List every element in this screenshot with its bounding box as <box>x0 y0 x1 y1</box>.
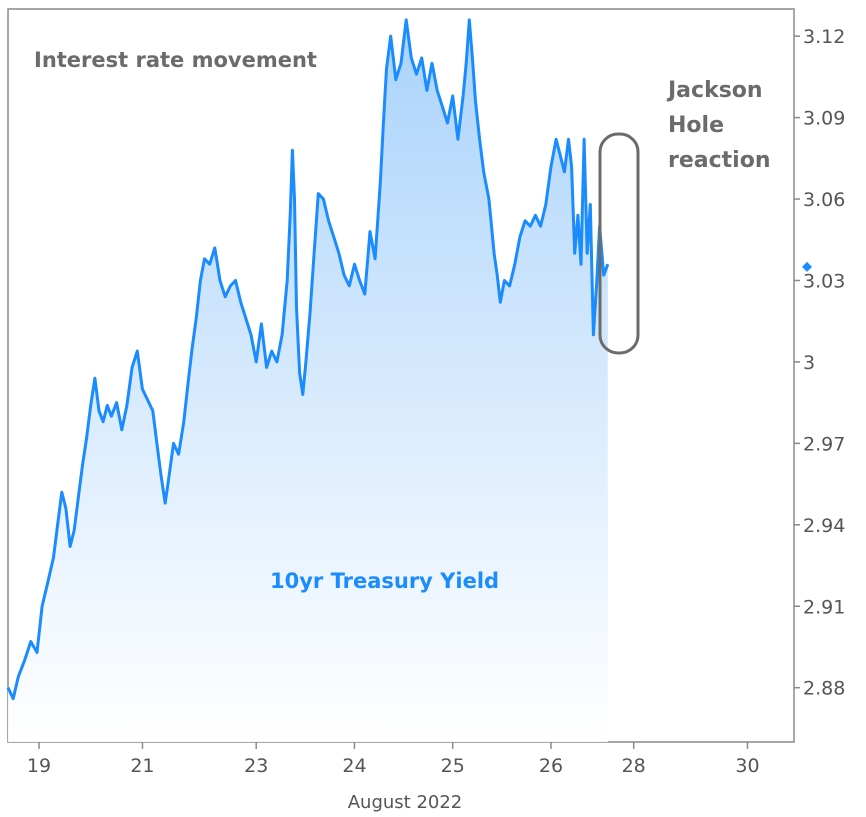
x-tick-label: 24 <box>342 755 366 777</box>
annotation-line-1: Jackson <box>666 78 763 103</box>
x-tick-label: 28 <box>622 755 646 777</box>
chart-title: Interest rate movement <box>34 48 317 72</box>
annotation-line-3: reaction <box>668 148 771 173</box>
y-tick-label: 3.12 <box>803 26 845 48</box>
y-tick-label: 2.97 <box>803 433 845 455</box>
y-tick-label: 3 <box>803 352 815 374</box>
annotation-line-2: Hole <box>668 113 724 138</box>
series-area-fill <box>8 19 608 742</box>
line-layer <box>6 18 610 701</box>
y-tick-label: 2.94 <box>803 515 845 537</box>
x-tick-label: 26 <box>539 755 563 777</box>
annotation-highlight-box <box>598 132 640 355</box>
x-tick-label: 25 <box>441 755 465 777</box>
last-value-marker <box>802 261 812 272</box>
x-tick-label: 19 <box>27 755 51 777</box>
x-tick-label: 23 <box>244 755 268 777</box>
y-tick-label: 2.91 <box>803 596 845 618</box>
series-label: 10yr Treasury Yield <box>270 569 499 593</box>
x-tick-label: 21 <box>130 755 154 777</box>
y-tick-label: 3.09 <box>803 108 845 130</box>
y-tick-label: 2.88 <box>803 678 845 700</box>
series-line <box>6 18 610 701</box>
y-axis: 3.12 3.09 3.06 3.03 3 2.97 2.94 2.91 2.88 <box>794 26 845 700</box>
area-layer <box>8 19 608 742</box>
x-tick-label: 30 <box>735 755 759 777</box>
x-axis: 19 21 23 24 25 26 28 30 <box>27 742 760 777</box>
y-tick-label: 3.06 <box>803 189 845 211</box>
x-axis-title: August 2022 <box>348 792 463 813</box>
y-tick-label: 3.03 <box>803 270 845 292</box>
